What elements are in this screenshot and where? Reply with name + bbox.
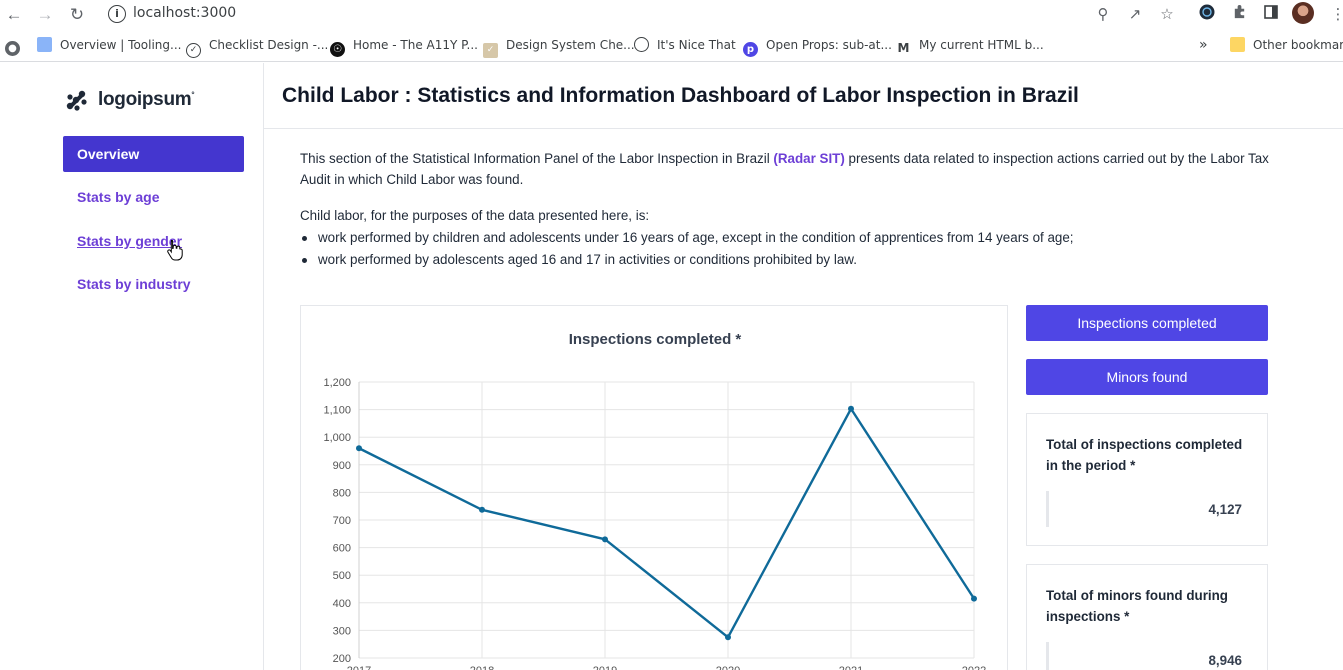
x-tick-label: 2019 <box>593 665 617 670</box>
chart-title: Inspections completed * <box>569 331 742 348</box>
its-nice-that-icon <box>634 37 649 52</box>
x-tick-label: 2022 <box>962 665 986 670</box>
stat-divider <box>1046 491 1049 527</box>
definition-lead: Child labor, for the purposes of the dat… <box>300 208 650 223</box>
menu-kebab-icon[interactable]: ⋮ <box>1330 5 1343 23</box>
apps-globe-icon[interactable]: ● <box>5 36 28 56</box>
bookmark-checklist-design[interactable]: ✓ Checklist Design -... <box>186 37 328 58</box>
stat-card-minors: Total of minors found during inspections… <box>1026 564 1268 670</box>
back-icon[interactable]: ← <box>5 5 23 24</box>
y-tick-label: 700 <box>333 515 351 527</box>
intro-text-before: This section of the Statistical Informat… <box>300 151 774 166</box>
y-tick-label: 500 <box>333 570 351 582</box>
share-icon[interactable]: ↗ <box>1128 5 1142 23</box>
y-tick-label: 900 <box>333 460 351 472</box>
open-props-icon: p <box>743 42 758 57</box>
bookmark-open-props[interactable]: p Open Props: sub-at... <box>743 37 892 57</box>
checkbox-icon: ✓ <box>483 43 498 58</box>
minors-found-button[interactable]: Minors found <box>1026 359 1268 395</box>
address-bar[interactable]: localhost:3000 <box>133 5 237 21</box>
series-line <box>358 407 976 639</box>
data-point <box>971 595 977 602</box>
data-point <box>848 405 854 412</box>
forward-icon[interactable]: → <box>36 5 54 24</box>
radar-sit-link[interactable]: (Radar SIT) <box>773 151 845 166</box>
logo-mark-icon <box>66 90 87 111</box>
y-tick-label: 1,000 <box>323 432 351 444</box>
definition-item: work performed by children and adolescen… <box>300 227 1280 249</box>
intro-paragraph: This section of the Statistical Informat… <box>300 148 1280 190</box>
definition-item: work performed by adolescents aged 16 an… <box>300 249 1280 271</box>
logo-text: logoipsum° <box>98 89 195 110</box>
accessibility-icon: ☉ <box>330 42 345 57</box>
bookmark-overview-tooling[interactable]: Overview | Tooling... <box>37 37 181 55</box>
stat-label: Total of minors found during inspections… <box>1046 588 1228 624</box>
bookmark-a11y-project[interactable]: ☉ Home - The A11Y P... <box>330 37 478 57</box>
y-tick-label: 600 <box>333 543 351 555</box>
x-tick-label: 2021 <box>839 665 863 670</box>
definition-list: work performed by children and adolescen… <box>300 227 1280 271</box>
y-tick-label: 200 <box>333 653 351 665</box>
data-point <box>725 634 731 641</box>
page-header: Child Labor : Statistics and Information… <box>264 63 1343 129</box>
bookmark-other-bookmarks[interactable]: Other bookmarks <box>1230 37 1343 55</box>
sidebar-item-stats-by-age[interactable]: Stats by age <box>77 189 160 205</box>
sidebar: logoipsum° Overview Stats by age Stats b… <box>0 63 264 670</box>
stat-value: 8,946 <box>1208 653 1242 668</box>
medium-icon: M <box>897 41 910 55</box>
y-tick-label: 1,100 <box>323 405 351 417</box>
y-tick-label: 1,200 <box>323 377 351 389</box>
y-tick-label: 400 <box>333 598 351 610</box>
profile-avatar[interactable] <box>1292 2 1314 24</box>
stat-value: 4,127 <box>1208 502 1242 517</box>
browser-toolbar: ← → ↻ i localhost:3000 ⚲ ↗ ☆ ⋮ <box>0 0 1343 30</box>
folder-icon <box>1230 37 1245 52</box>
zoom-icon[interactable]: ⚲ <box>1097 5 1109 23</box>
inspections-completed-button[interactable]: Inspections completed <box>1026 305 1268 341</box>
reload-icon[interactable]: ↻ <box>69 5 85 24</box>
x-tick-label: 2018 <box>470 665 494 670</box>
bookmarks-overflow-icon[interactable]: » <box>1199 37 1208 53</box>
data-point <box>602 536 608 543</box>
stat-label: Total of inspections completed in the pe… <box>1046 437 1243 473</box>
stat-divider <box>1046 642 1049 670</box>
data-point <box>356 445 362 452</box>
sidebar-item-stats-by-gender[interactable]: Stats by gender <box>77 233 183 249</box>
x-tick-label: 2017 <box>347 665 371 670</box>
data-point <box>479 506 485 513</box>
star-icon[interactable]: ☆ <box>1160 5 1174 23</box>
y-tick-label: 800 <box>333 487 351 499</box>
check-circle-icon: ✓ <box>186 43 201 58</box>
book-icon <box>37 37 52 52</box>
bookmark-its-nice-that[interactable]: It's Nice That <box>634 37 736 55</box>
sidebar-item-stats-by-industry[interactable]: Stats by industry <box>77 276 191 292</box>
site-info-icon[interactable]: i <box>108 5 126 23</box>
bookmark-html-boilerplate[interactable]: M My current HTML b... <box>897 38 1044 55</box>
bookmark-design-system-checklist[interactable]: ✓ Design System Che... <box>483 37 635 58</box>
extensions-puzzle-icon[interactable] <box>1229 4 1249 24</box>
page-title: Child Labor : Statistics and Information… <box>282 84 1079 107</box>
extension-devtools-icon[interactable] <box>1197 4 1217 24</box>
child-labor-definition: Child labor, for the purposes of the dat… <box>300 205 1280 271</box>
chart-card: Inspections completed * 200 300 400 500 600 70… <box>300 305 1008 670</box>
intro-text-after: presents data related to inspection acti… <box>300 151 1269 187</box>
inspections-line-chart: Inspections completed * 200 300 400 500 600 70… <box>323 331 986 670</box>
y-tick-label: 300 <box>333 625 351 637</box>
stat-card-inspections: Total of inspections completed in the pe… <box>1026 413 1268 546</box>
x-tick-label: 2020 <box>716 665 740 670</box>
hand-cursor-icon <box>167 240 183 261</box>
bookmarks-bar: ● Overview | Tooling... ✓ Checklist Desig… <box>0 30 1343 62</box>
sidebar-item-overview[interactable]: Overview <box>63 136 244 172</box>
side-panel-icon[interactable] <box>1261 4 1281 24</box>
